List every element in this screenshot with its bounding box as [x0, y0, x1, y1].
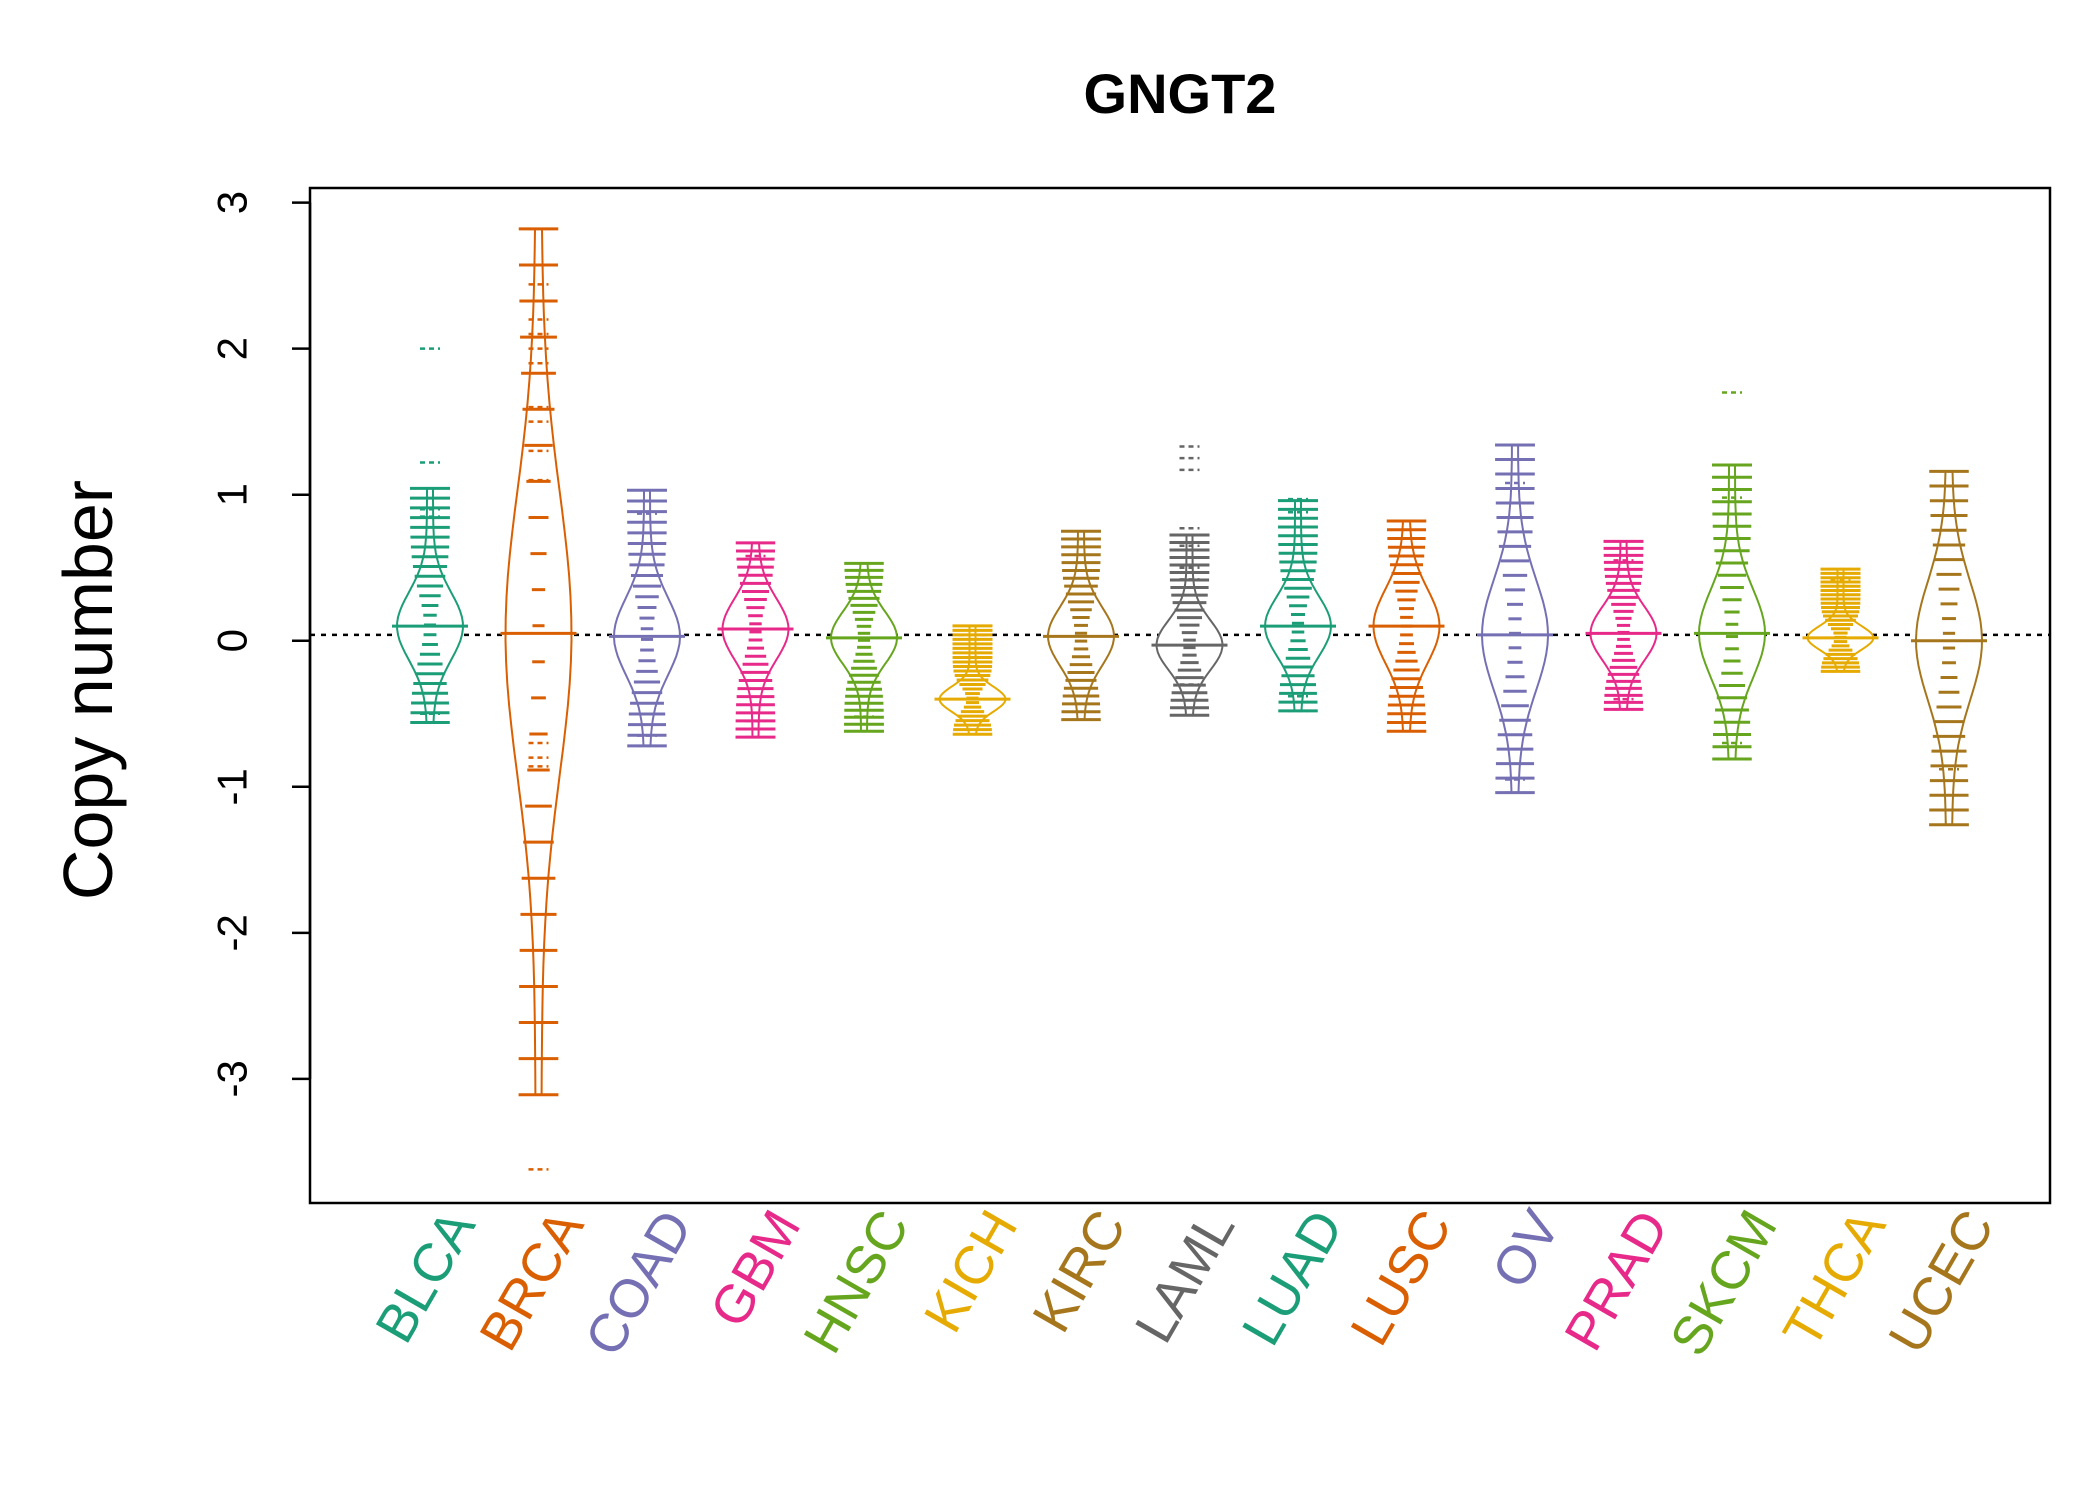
- y-tick-label: -2: [209, 914, 256, 951]
- x-tick-label: KICH: [913, 1200, 1029, 1342]
- x-tick-label: HNSC: [792, 1200, 920, 1363]
- bean-kich: [934, 624, 1011, 736]
- bean-gbm: [717, 541, 794, 739]
- y-tick-label: -1: [209, 768, 256, 805]
- x-tick-label: LUSC: [1339, 1200, 1463, 1355]
- x-tick-label: UCEC: [1877, 1200, 2005, 1363]
- bean-coad: [609, 488, 685, 748]
- y-tick-label: 0: [209, 629, 256, 652]
- bean-prad: [1585, 539, 1662, 711]
- x-tick-label: LAML: [1124, 1200, 1247, 1352]
- chart-title: GNGT2: [1084, 62, 1277, 125]
- bean-luad: [1260, 497, 1336, 713]
- bean-hnsc: [826, 561, 902, 733]
- bean-skcm: [1694, 391, 1770, 761]
- x-tick-label: KIRC: [1021, 1200, 1137, 1342]
- bean-ov: [1477, 443, 1553, 795]
- x-tick-label: COAD: [574, 1200, 704, 1365]
- plot-area: [310, 227, 2050, 1171]
- bean-thca: [1802, 567, 1879, 673]
- y-tick-label: 3: [209, 191, 256, 214]
- bean-lusc: [1368, 519, 1445, 733]
- x-tick-label: LUAD: [1231, 1200, 1355, 1355]
- x-tick-label: SKCM: [1659, 1200, 1789, 1365]
- y-axis-label: Copy number: [49, 480, 127, 900]
- x-tick-label: OV: [1481, 1200, 1572, 1298]
- bean-blca: [392, 347, 468, 725]
- bean-brca: [500, 227, 577, 1171]
- y-axis: -3 -2 -1 0 1 2 3: [209, 191, 312, 1098]
- y-tick-label: 1: [209, 483, 256, 506]
- y-tick-label: -3: [209, 1060, 256, 1097]
- plot-frame: [308, 186, 2052, 1205]
- y-tick-label: 2: [209, 337, 256, 360]
- bean-kirc: [1043, 529, 1119, 722]
- bean-ucec: [1911, 469, 1987, 827]
- x-tick-label: GBM: [699, 1200, 812, 1337]
- bean-laml: [1151, 445, 1228, 717]
